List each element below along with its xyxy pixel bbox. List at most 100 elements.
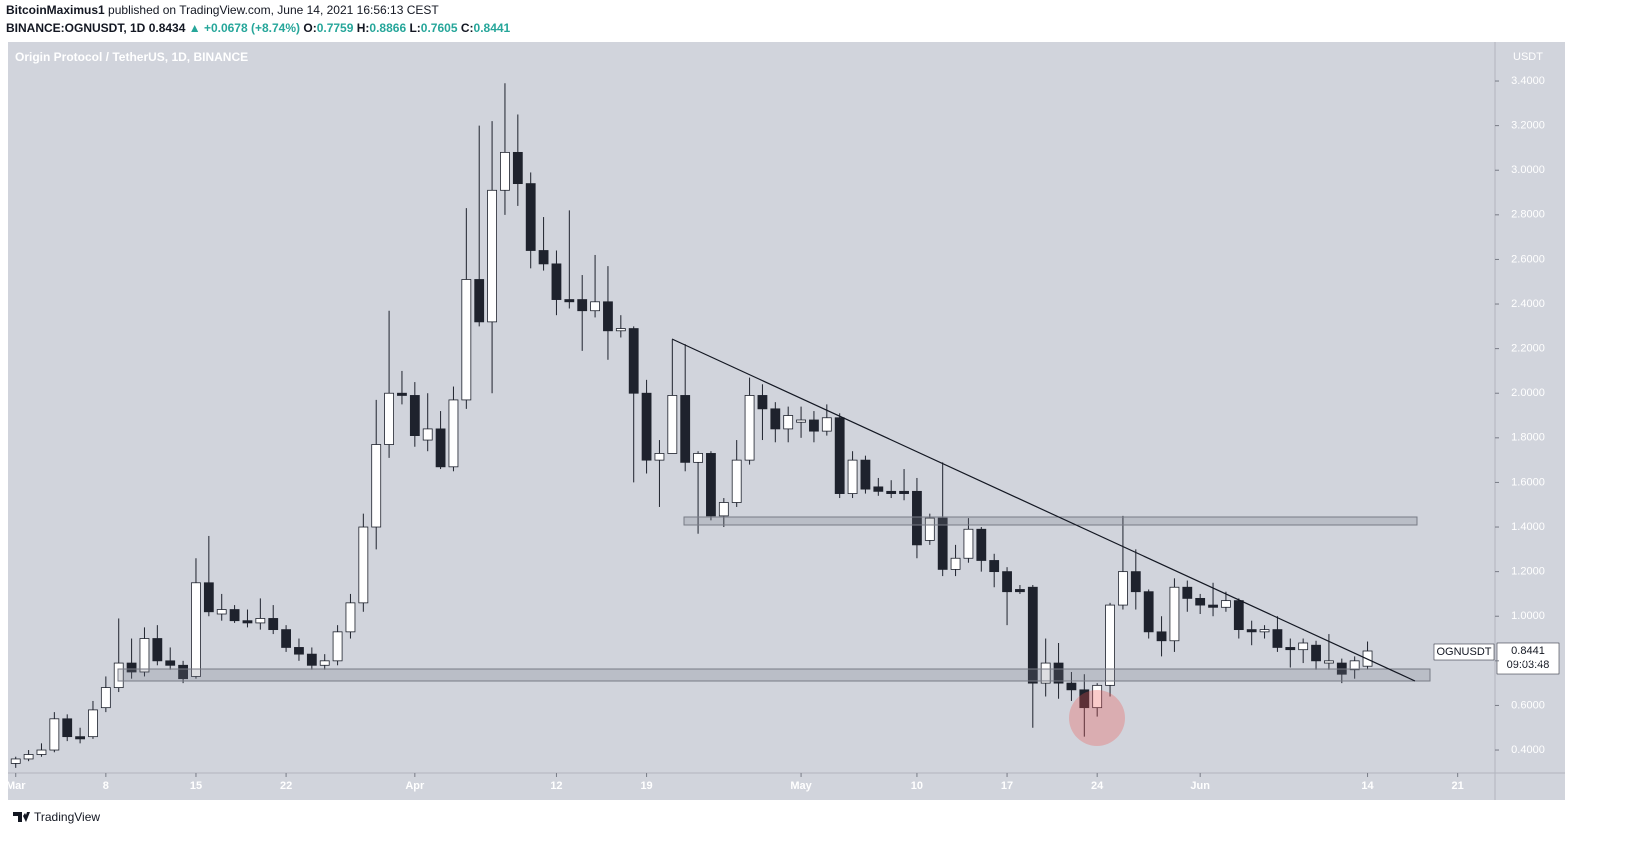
y-tick-label: 1.2000 (1511, 566, 1545, 578)
candle-body (1066, 682, 1077, 691)
candle-body (409, 395, 420, 436)
candle-body (1002, 571, 1012, 593)
candle-body (1053, 662, 1064, 684)
candle-body (821, 417, 832, 432)
candle-body (886, 490, 897, 494)
x-tick-label: 8 (103, 780, 109, 792)
candle-body (1027, 586, 1038, 684)
candle-body (1079, 689, 1090, 709)
x-tick-label: 22 (280, 780, 292, 792)
candle-body (654, 453, 665, 461)
candle-body (693, 453, 703, 463)
candle-body (603, 301, 613, 332)
y-tick-label: 2.0000 (1511, 387, 1545, 399)
candle-body (1298, 642, 1309, 651)
open-label: O: (303, 21, 317, 35)
candle-body (203, 582, 214, 613)
candle-body (770, 408, 781, 430)
candle-body (1195, 597, 1206, 606)
brand-text: TradingView (34, 810, 100, 824)
logo-icon (13, 812, 30, 822)
candle-body (294, 647, 304, 655)
y-tick-label: 1.8000 (1511, 432, 1545, 444)
candles (10, 83, 1373, 768)
candle-body (1169, 586, 1180, 642)
y-tick-label: 3.2000 (1511, 120, 1545, 132)
candle-body (706, 453, 716, 517)
candle-body (100, 687, 111, 709)
x-tick-label: 24 (1091, 780, 1104, 792)
candle-body (757, 395, 768, 410)
candle-body (435, 428, 446, 468)
candle-body (590, 301, 600, 312)
candle-body (384, 392, 394, 445)
y-tick-label: 2.4000 (1511, 298, 1545, 310)
candle-body (976, 528, 987, 561)
candle-body (744, 395, 755, 461)
candle-body (809, 419, 819, 432)
candle-body (422, 428, 433, 441)
candle-body (397, 392, 407, 396)
y-tick-label: 3.0000 (1511, 164, 1545, 176)
high-label: H: (356, 21, 370, 35)
candle-body (474, 279, 485, 323)
candle-body (448, 399, 459, 468)
symbol-line: BINANCE:OGNUSDT, 1D 0.8434 ▲ +0.0678 (+8… (6, 21, 510, 35)
candle-body (319, 660, 330, 666)
y-tick-label: 0.6000 (1511, 699, 1545, 711)
candle-body (551, 263, 562, 300)
candle-body (23, 754, 34, 760)
candle-body (1118, 571, 1128, 606)
y-tick-label: 0.8000 (1511, 655, 1545, 667)
candle-body (216, 609, 227, 615)
close-value: 0.8441 (473, 21, 511, 35)
symbol-box (1433, 643, 1495, 661)
candle-body (912, 490, 922, 546)
candle-body (75, 736, 85, 740)
publish-line: BitcoinMaximus1 published on TradingView… (6, 3, 439, 17)
last-price-box (1496, 642, 1560, 675)
candle-body (1324, 660, 1334, 664)
x-tick-label: 10 (911, 780, 923, 792)
y-tick-label: 1.6000 (1511, 476, 1545, 488)
candle-body (924, 517, 935, 541)
candle-body (178, 664, 188, 680)
chart-background (8, 42, 1565, 800)
candle-body (615, 328, 626, 332)
candle-body (242, 620, 253, 624)
low-value: 0.7605 (420, 21, 458, 35)
price-change: ▲ +0.0678 (+8.74%) (188, 21, 301, 35)
candle-body (1362, 650, 1373, 667)
candle-body (937, 517, 948, 570)
x-tick-label: 15 (190, 780, 202, 792)
candle-body (268, 618, 279, 631)
candle-body (873, 486, 884, 492)
candle-body (1092, 684, 1103, 709)
candle-body (963, 528, 974, 559)
candle-body (680, 395, 691, 463)
candle-body (1208, 604, 1218, 608)
candle-body (62, 718, 73, 738)
candle-body (139, 638, 150, 673)
candle-body (306, 653, 317, 666)
candle-body (345, 602, 356, 633)
candle-body (783, 415, 794, 430)
x-tick-label: 17 (1001, 780, 1013, 792)
candle-body (667, 395, 678, 454)
candle-body (1259, 629, 1270, 633)
candle-body (525, 183, 536, 251)
candle-body (281, 629, 291, 648)
candle-body (641, 392, 652, 461)
support-zone (117, 668, 1431, 682)
candle-body (49, 718, 60, 751)
candle-body (461, 279, 472, 401)
candle-body (860, 459, 871, 490)
y-tick-label: 2.2000 (1511, 343, 1545, 355)
candle-body (834, 417, 845, 494)
candle-body (191, 582, 201, 677)
x-tick-label: 19 (640, 780, 652, 792)
candle-body (950, 557, 961, 570)
candle-body (1272, 629, 1283, 648)
candle-body (538, 250, 549, 265)
candle-body (10, 758, 21, 764)
